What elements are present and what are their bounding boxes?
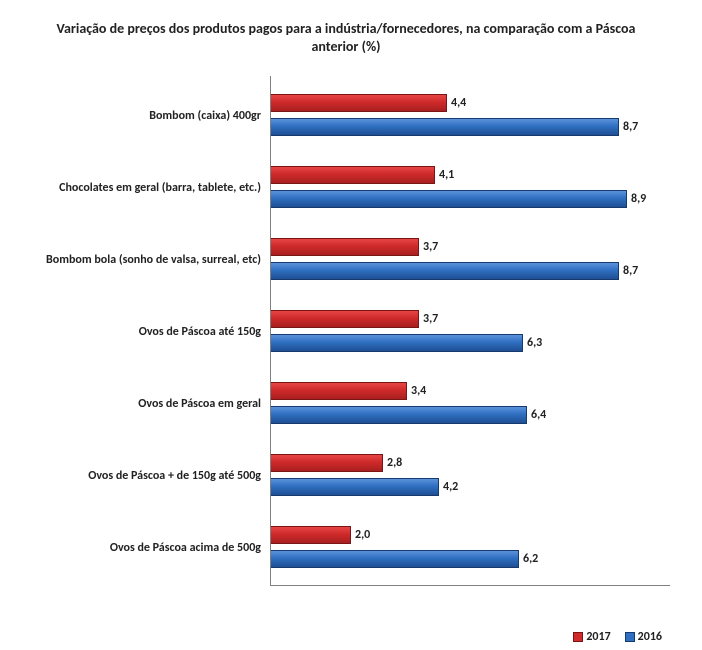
category-group: Bombom bola (sonho de valsa, surreal, et… xyxy=(271,230,670,290)
bar-value-2016: 4,2 xyxy=(438,480,458,494)
legend-label-2016: 2016 xyxy=(638,630,662,644)
category-group: Ovos de Páscoa acima de 500g2,06,2 xyxy=(271,518,670,578)
legend-item-2017: 2017 xyxy=(573,630,610,644)
category-group: Ovos de Páscoa até 150g3,76,3 xyxy=(271,302,670,362)
bar-value-2016: 8,7 xyxy=(618,120,638,134)
bar-2017: 4,1 xyxy=(271,166,435,184)
bar-2016: 8,9 xyxy=(271,190,627,208)
bar-2017: 4,4 xyxy=(271,94,447,112)
chart-container: Variação de preços dos produtos pagos pa… xyxy=(0,0,702,650)
bar-value-2017: 4,4 xyxy=(446,96,466,110)
legend-label-2017: 2017 xyxy=(586,630,610,644)
category-group: Ovos de Páscoa + de 150g até 500g2,84,2 xyxy=(271,446,670,506)
bar-value-2016: 6,4 xyxy=(526,408,546,422)
legend-swatch-2016 xyxy=(625,632,635,642)
bar-value-2016: 8,9 xyxy=(626,192,646,206)
bar-2016: 4,2 xyxy=(271,478,439,496)
category-label: Chocolates em geral (barra, tablete, etc… xyxy=(21,181,271,195)
bar-value-2016: 6,2 xyxy=(518,552,538,566)
bar-value-2017: 3,7 xyxy=(418,312,438,326)
bar-value-2017: 3,4 xyxy=(406,384,426,398)
bar-value-2016: 8,7 xyxy=(618,264,638,278)
category-group: Chocolates em geral (barra, tablete, etc… xyxy=(271,158,670,218)
category-label: Bombom bola (sonho de valsa, surreal, et… xyxy=(21,253,271,267)
category-group: Ovos de Páscoa em geral3,46,4 xyxy=(271,374,670,434)
legend-item-2016: 2016 xyxy=(625,630,662,644)
category-label: Ovos de Páscoa acima de 500g xyxy=(21,541,271,555)
bar-2016: 6,3 xyxy=(271,334,523,352)
bar-2016: 6,4 xyxy=(271,406,527,424)
legend-swatch-2017 xyxy=(573,632,583,642)
category-label: Ovos de Páscoa + de 150g até 500g xyxy=(21,469,271,483)
bar-value-2017: 2,0 xyxy=(350,528,370,542)
bar-value-2017: 4,1 xyxy=(434,168,454,182)
bar-2017: 2,8 xyxy=(271,454,383,472)
bar-2016: 8,7 xyxy=(271,262,619,280)
chart-legend: 2017 2016 xyxy=(573,630,662,644)
chart-title: Variação de preços dos produtos pagos pa… xyxy=(50,20,642,56)
category-label: Ovos de Páscoa até 150g xyxy=(21,325,271,339)
category-label: Ovos de Páscoa em geral xyxy=(21,397,271,411)
bar-2017: 3,7 xyxy=(271,310,419,328)
bar-2017: 2,0 xyxy=(271,526,351,544)
bar-value-2017: 2,8 xyxy=(382,456,402,470)
category-label: Bombom (caixa) 400gr xyxy=(21,109,271,123)
bar-2017: 3,4 xyxy=(271,382,407,400)
category-group: Bombom (caixa) 400gr4,48,7 xyxy=(271,86,670,146)
bar-value-2016: 6,3 xyxy=(522,336,542,350)
bar-value-2017: 3,7 xyxy=(418,240,438,254)
bar-2017: 3,7 xyxy=(271,238,419,256)
plot-area: Bombom (caixa) 400gr4,48,7Chocolates em … xyxy=(270,76,670,586)
bar-2016: 6,2 xyxy=(271,550,519,568)
bar-2016: 8,7 xyxy=(271,118,619,136)
